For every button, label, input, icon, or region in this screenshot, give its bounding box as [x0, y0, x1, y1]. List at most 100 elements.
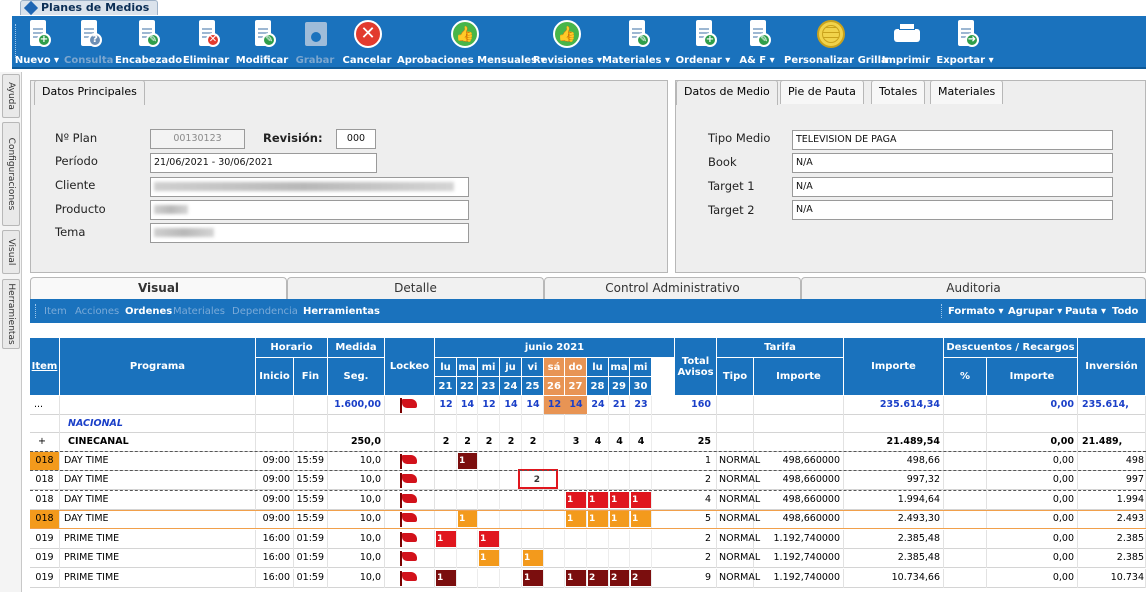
producto-field[interactable]: [150, 200, 469, 220]
spot-cell[interactable]: 1: [523, 550, 543, 566]
subbar-formato[interactable]: Formato ▾: [948, 306, 1004, 317]
side-tab-herramientas[interactable]: Herramientas: [2, 279, 20, 349]
tab-visual[interactable]: Visual: [30, 277, 287, 299]
thumbs-up-button[interactable]: 👍 Revisiones ▾: [533, 18, 602, 68]
spot-cell[interactable]: 1: [458, 453, 477, 469]
spot-cell[interactable]: 1: [631, 492, 651, 508]
side-tab-visual[interactable]: Visual: [2, 230, 20, 274]
revision-field[interactable]: 000: [336, 129, 376, 149]
subbar-ordenes[interactable]: Ordenes: [125, 306, 173, 317]
floppy-disc: [311, 32, 321, 42]
lock-flag-icon[interactable]: [397, 397, 419, 413]
spot-cell[interactable]: 1: [588, 511, 608, 527]
lock-flag-icon[interactable]: [397, 511, 419, 527]
cliente-field[interactable]: [150, 177, 469, 197]
spot-cell[interactable]: 1: [523, 570, 543, 586]
spot-cell[interactable]: 1: [479, 550, 499, 566]
subbar-materiales: Materiales: [173, 306, 225, 317]
subbar-agrupar[interactable]: Agrupar ▾: [1008, 306, 1063, 317]
tab-pie-pauta[interactable]: Pie de Pauta: [780, 80, 864, 104]
day-divider: [564, 510, 565, 529]
af-doc-button[interactable]: ✎ A& F ▾: [733, 18, 781, 68]
toolbar-button-label: Ordenar ▾: [675, 55, 731, 66]
window-tab[interactable]: Planes de Medios: [20, 0, 159, 16]
spot-cell[interactable]: 2: [631, 570, 651, 586]
day-divider: [629, 510, 630, 529]
printer-icon: [892, 20, 920, 48]
row-inversion: 498: [1125, 455, 1144, 466]
day-divider: [456, 433, 457, 452]
spot-cell[interactable]: 1: [610, 511, 629, 527]
day-divider: [564, 471, 565, 490]
column-divider: [434, 396, 435, 415]
spot-cell[interactable]: 1: [436, 531, 456, 547]
column-divider: [943, 549, 944, 568]
tab-auditoria[interactable]: Auditoria: [801, 277, 1146, 299]
printer-button[interactable]: Imprimir: [881, 18, 931, 68]
spot-cell[interactable]: 1: [610, 492, 629, 508]
spot-cell[interactable]: 1: [566, 511, 586, 527]
spot-cell[interactable]: 1: [566, 492, 586, 508]
tab-detalle[interactable]: Detalle: [287, 277, 544, 299]
header-item[interactable]: Item: [30, 338, 60, 396]
grid-globe-button[interactable]: Personalizar Grilla: [784, 18, 888, 68]
spot-cell[interactable]: 1: [566, 570, 586, 586]
spot-cell[interactable]: 1: [458, 511, 477, 527]
lock-flag-icon[interactable]: [397, 453, 419, 469]
tab-totales[interactable]: Totales: [871, 80, 926, 104]
tab-datos-principales[interactable]: Datos Principales: [34, 80, 145, 105]
order-doc-button[interactable]: + Ordenar ▾: [674, 18, 732, 68]
column-divider: [716, 452, 717, 471]
spot-cell[interactable]: 2: [523, 472, 543, 488]
lock-flag-icon[interactable]: [397, 531, 419, 547]
totals-day-count: 12: [439, 399, 453, 410]
delete-doc-button[interactable]: ✕ Eliminar: [180, 18, 232, 68]
subbar-pauta[interactable]: Pauta ▾: [1065, 306, 1106, 317]
cancel-button[interactable]: ✕ Cancelar: [341, 18, 393, 68]
spot-cell[interactable]: 1: [588, 492, 608, 508]
spot-cell[interactable]: 2: [588, 570, 608, 586]
header-day-number: 28: [587, 377, 609, 396]
expand-toggle[interactable]: +: [38, 436, 46, 447]
vehicle-seg: 250,0: [350, 436, 381, 447]
column-divider: [986, 415, 987, 433]
subbar-todo[interactable]: Todo: [1112, 306, 1139, 317]
spot-count: 1: [567, 495, 574, 505]
tema-label: Tema: [55, 225, 86, 239]
row-inicio: 09:00: [262, 474, 290, 485]
spot-cell[interactable]: 1: [631, 511, 651, 527]
lock-flag-icon[interactable]: [397, 492, 419, 508]
export-button[interactable]: ➜ Exportar ▾: [934, 18, 996, 68]
tab-datos-medio[interactable]: Datos de Medio: [676, 80, 778, 105]
vehicle-avisos: 25: [697, 436, 711, 447]
spot-cell[interactable]: 1: [436, 570, 456, 586]
side-tab-configuraciones[interactable]: Configuraciones: [2, 122, 20, 226]
day-divider: [608, 510, 609, 529]
group-row: [30, 415, 1146, 433]
target2-field[interactable]: N/A: [792, 200, 1113, 220]
side-tab-ayuda[interactable]: Ayuda: [2, 74, 20, 118]
vehicle-day-count: 3: [572, 436, 580, 447]
row-avisos: 4: [704, 494, 711, 505]
spot-cell[interactable]: 1: [479, 531, 499, 547]
subbar-separator: [35, 304, 36, 318]
vehicle-day-count: 4: [594, 436, 602, 447]
book-field[interactable]: N/A: [792, 153, 1113, 173]
new-doc-button[interactable]: + Nuevo ▾: [12, 18, 62, 68]
tab-materiales[interactable]: Materiales: [930, 80, 1004, 104]
edit-doc-button[interactable]: ✎ Modificar: [234, 18, 290, 68]
materials-button[interactable]: ✎ Materiales ▾: [601, 18, 671, 68]
day-divider: [499, 510, 500, 529]
periodo-field[interactable]: 21/06/2021 - 30/06/2021: [150, 153, 377, 173]
spot-cell[interactable]: 2: [610, 570, 629, 586]
lock-flag-icon[interactable]: [397, 570, 419, 586]
tema-field[interactable]: [150, 223, 469, 243]
header-edit-button[interactable]: ✎ Encabezado: [115, 18, 182, 68]
lock-flag-icon[interactable]: [397, 472, 419, 488]
target1-field[interactable]: N/A: [792, 177, 1113, 197]
lock-flag-icon[interactable]: [397, 550, 419, 566]
subbar-herramientas[interactable]: Herramientas: [303, 306, 380, 317]
tipo-medio-field[interactable]: TELEVISION DE PAGA: [792, 130, 1113, 150]
tab-control-administrativo[interactable]: Control Administrativo: [544, 277, 801, 299]
thumbs-up-button[interactable]: 👍 Aprobaciones Mensuales ▾: [397, 18, 546, 68]
